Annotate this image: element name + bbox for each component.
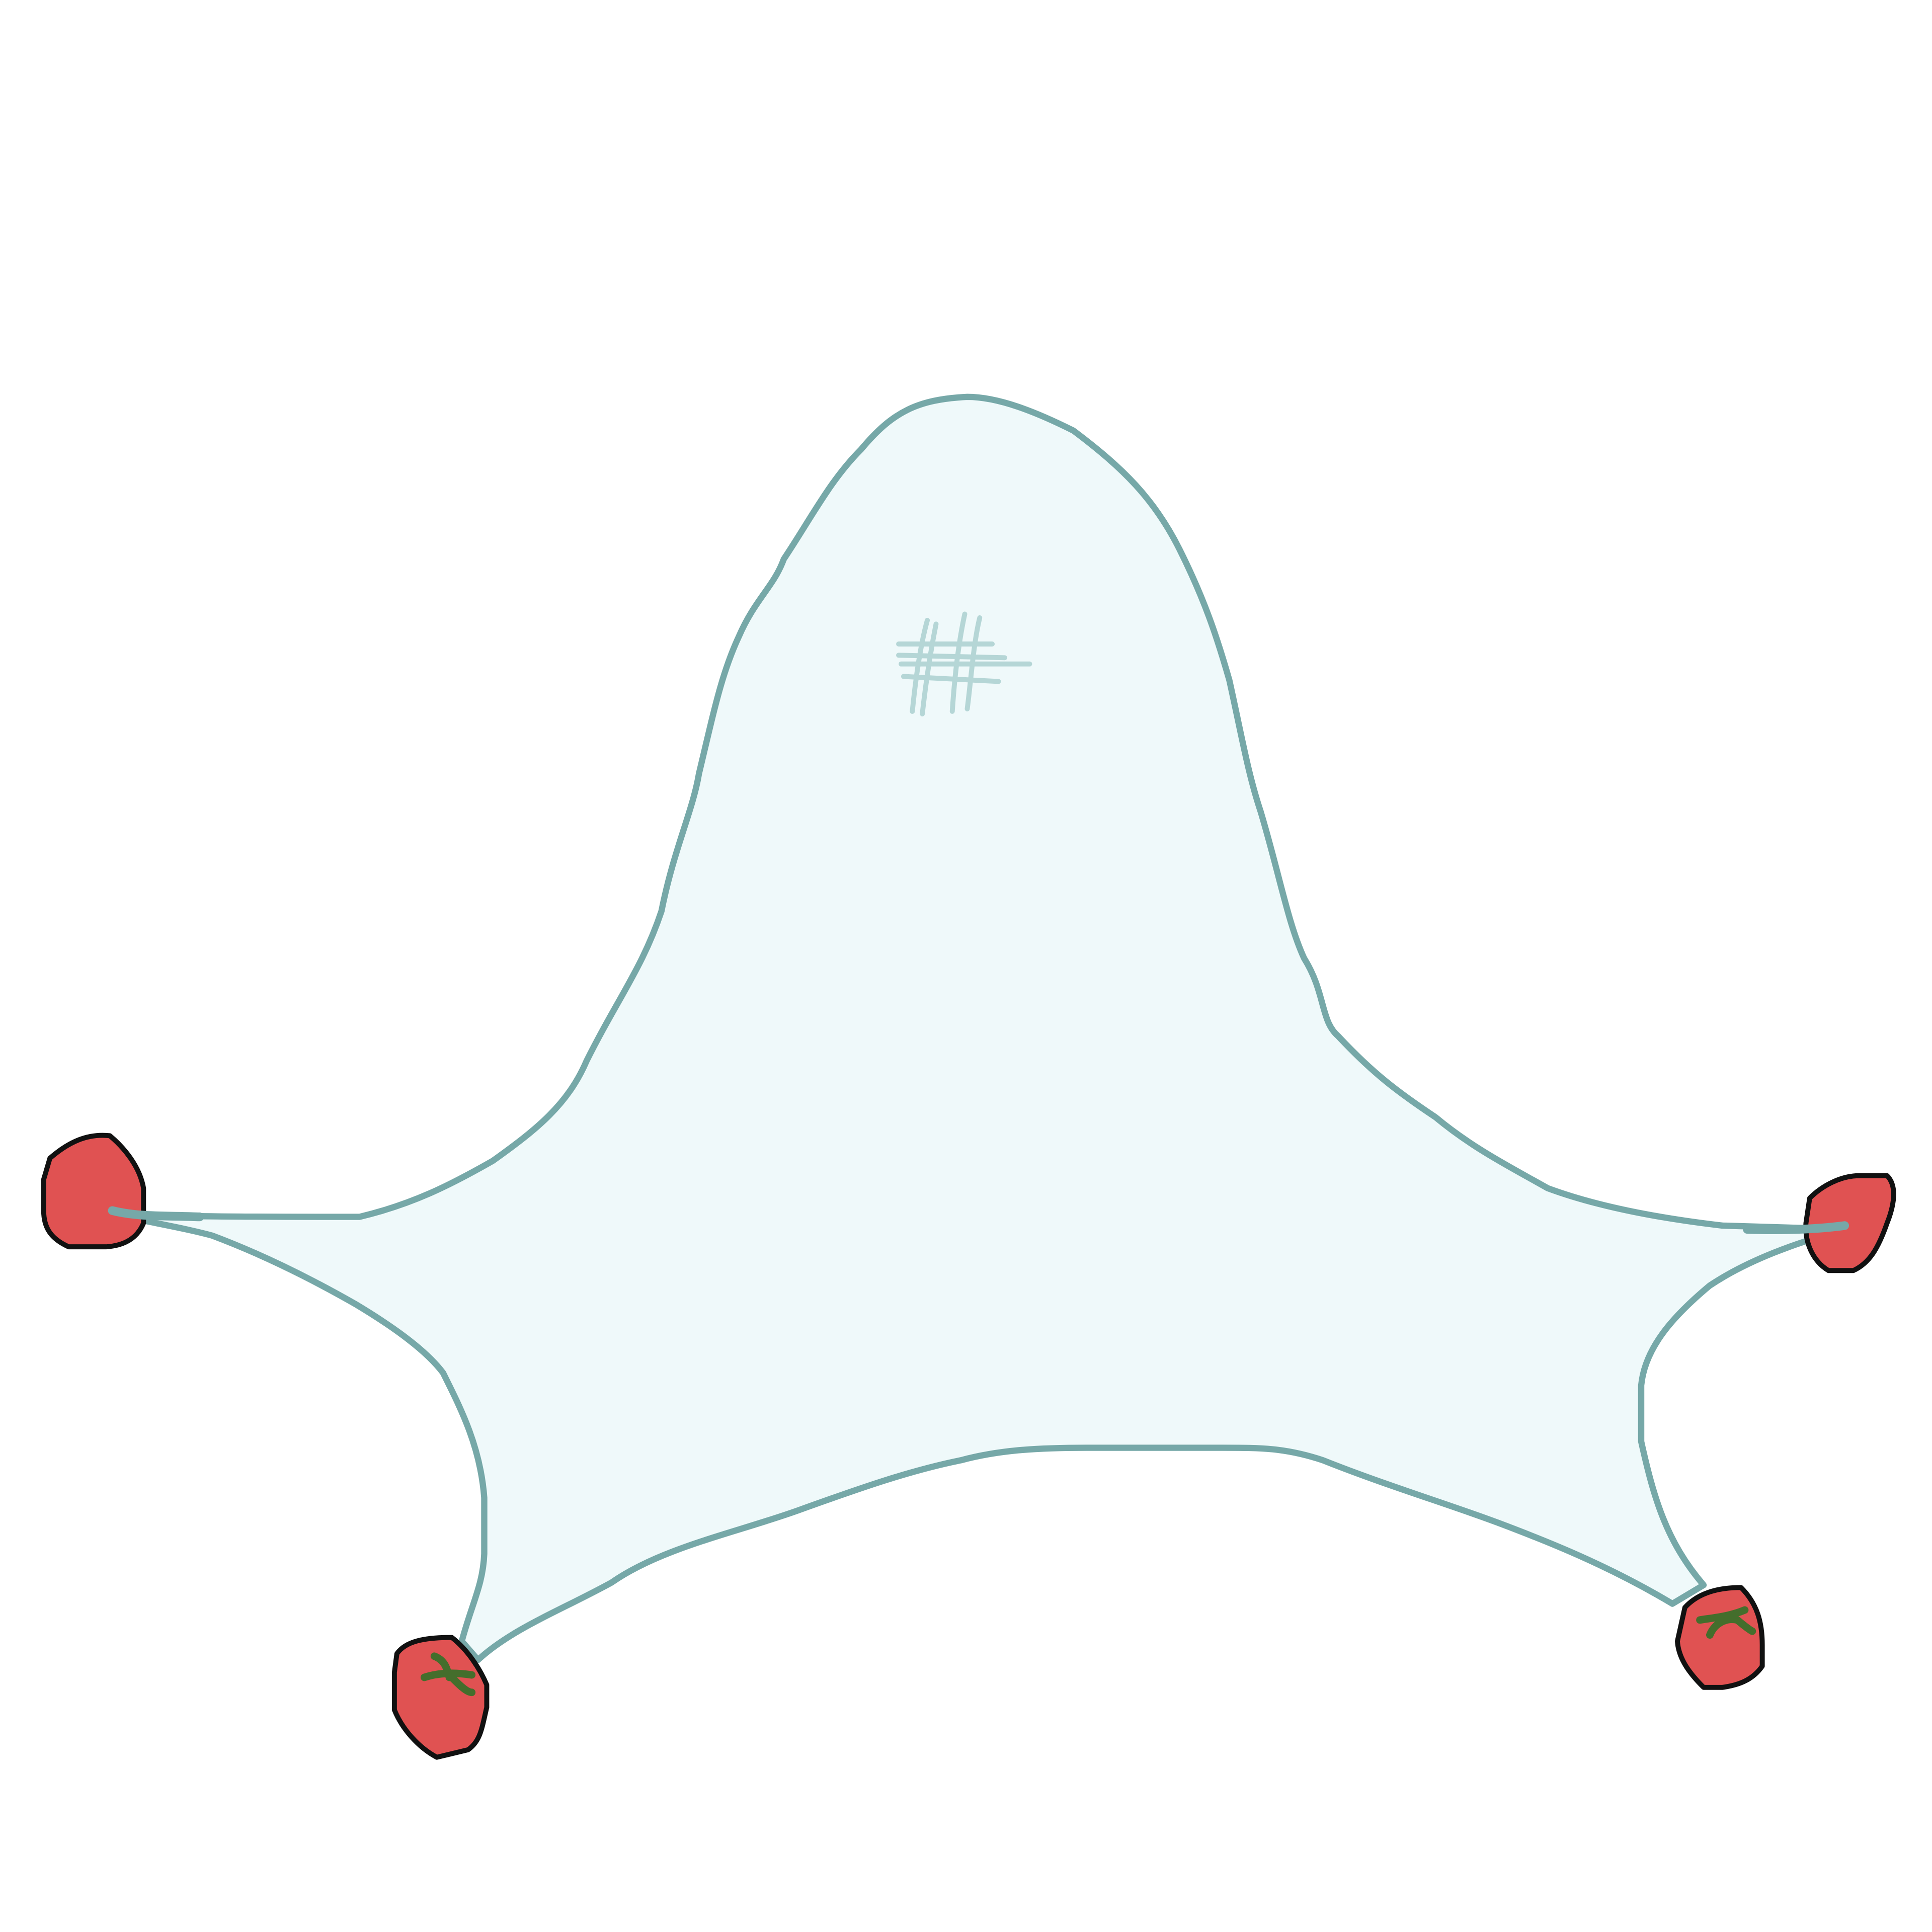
tomato-bottom-left [391, 1635, 490, 1760]
tendril-left [108, 1206, 204, 1222]
tomato-left [41, 1133, 146, 1250]
tendril-right [1743, 1221, 1849, 1235]
tomato-right [1803, 1173, 1896, 1273]
tomato-right-body [1803, 1173, 1896, 1273]
tomato-left-body [41, 1133, 146, 1250]
tomato-bottom-right [1674, 1585, 1765, 1690]
tomato-bottom-right-body [1674, 1585, 1765, 1690]
tomatoes-group [41, 1133, 1896, 1760]
tomato-bottom-right-stem-icon [1696, 1606, 1756, 1639]
tomato-bottom-left-body [391, 1635, 490, 1760]
blob-shape [109, 393, 1850, 1663]
hash-mark-icon [896, 611, 1032, 716]
tomato-bottom-left-stem-icon [420, 1652, 476, 1697]
